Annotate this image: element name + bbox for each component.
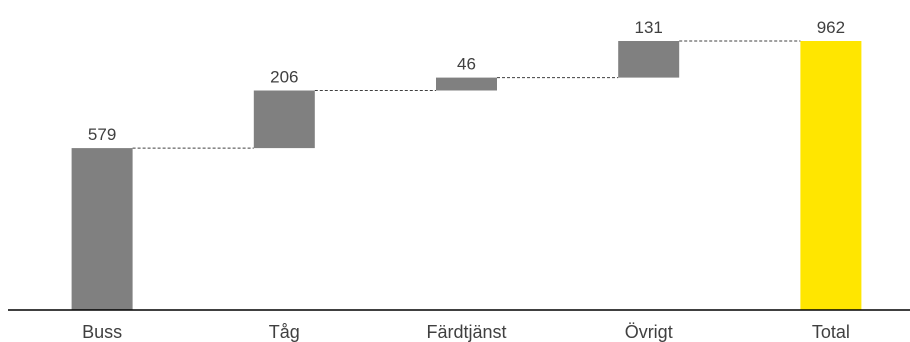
bar-total: [800, 41, 862, 310]
bar-fardtjanst: [436, 77, 497, 91]
bar-buss: [71, 148, 133, 310]
bar-ovrigt: [618, 41, 680, 78]
data-label-fardtjanst: 46: [457, 55, 476, 74]
bar-tag: [253, 90, 315, 149]
bars: [71, 41, 862, 310]
tick-label-total: Total: [812, 322, 850, 342]
tick-label-tag: Tåg: [269, 322, 300, 342]
tick-label-ovrigt: Övrigt: [625, 322, 673, 342]
tick-label-buss: Buss: [82, 322, 122, 342]
data-labels: 579 206 46 131 962: [88, 18, 845, 144]
data-label-tag: 206: [270, 68, 298, 87]
data-label-buss: 579: [88, 125, 116, 144]
connector-lines: [132, 40, 801, 149]
data-label-ovrigt: 131: [635, 18, 663, 37]
data-label-total: 962: [817, 18, 845, 37]
x-axis-tick-labels: Buss Tåg Färdtjänst Övrigt Total: [82, 322, 850, 342]
tick-label-fardtjanst: Färdtjänst: [426, 322, 506, 342]
